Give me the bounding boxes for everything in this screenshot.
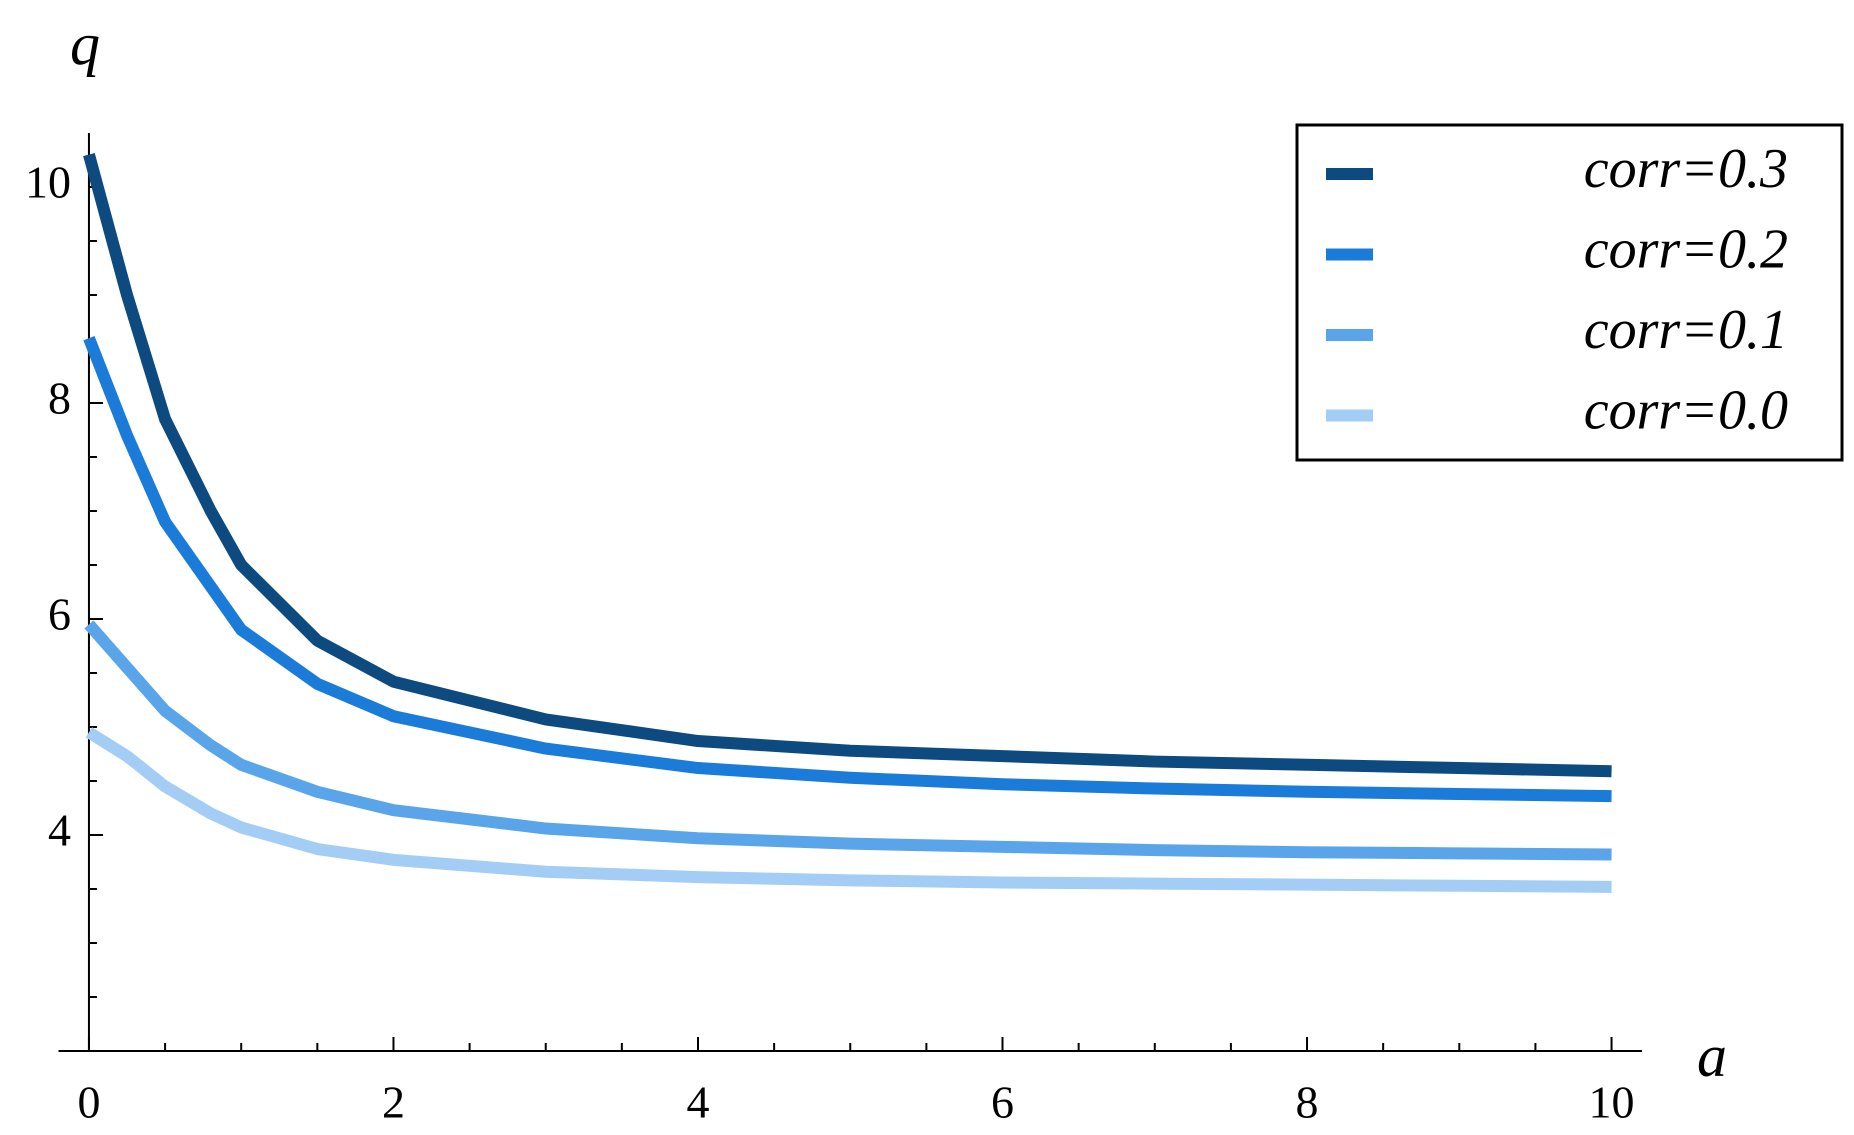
x-tick-label: 8 bbox=[1296, 1077, 1319, 1128]
x-tick-label: 4 bbox=[686, 1077, 709, 1128]
series-line bbox=[83, 336, 1612, 803]
legend-box bbox=[1295, 123, 1844, 462]
y-tick-label: 6 bbox=[48, 589, 71, 640]
series-line bbox=[85, 727, 1612, 893]
x-tick-label: 6 bbox=[991, 1077, 1014, 1128]
y-tick-label: 10 bbox=[25, 157, 71, 208]
x-tick-label: 10 bbox=[1589, 1077, 1635, 1128]
series-line bbox=[83, 153, 1612, 778]
series-line bbox=[84, 620, 1612, 861]
legend-label: corr=0.3 bbox=[1584, 138, 1788, 200]
y-tick-label: 4 bbox=[48, 805, 71, 856]
x-tick-label: 2 bbox=[382, 1077, 405, 1128]
y-tick-label: 8 bbox=[48, 373, 71, 424]
x-tick-label: 0 bbox=[77, 1077, 100, 1128]
y-axis-label: q bbox=[70, 11, 100, 77]
x-axis-label: a bbox=[1697, 1023, 1727, 1089]
legend-label: corr=0.0 bbox=[1584, 379, 1788, 441]
legend-label: corr=0.2 bbox=[1584, 218, 1788, 280]
legend-label: corr=0.1 bbox=[1584, 299, 1788, 361]
